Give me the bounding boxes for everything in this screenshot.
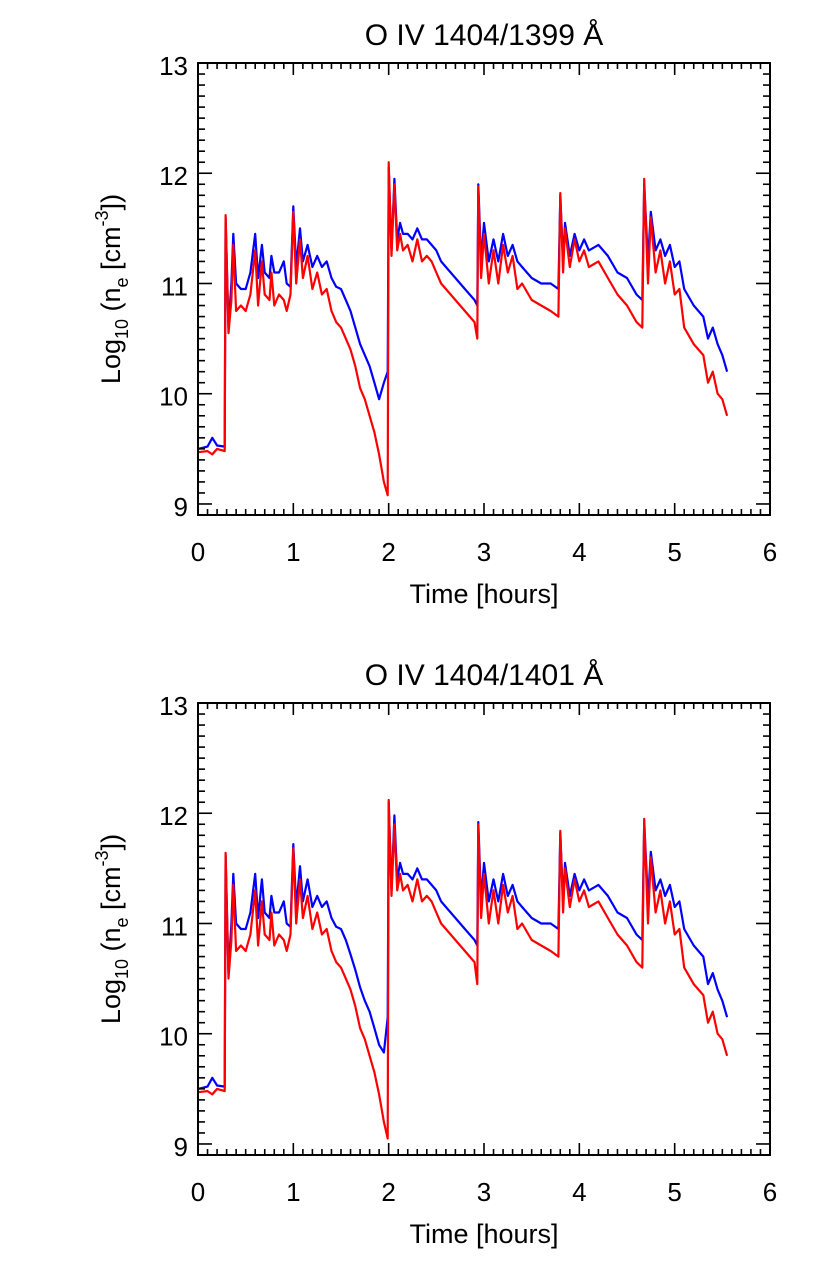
- chart-title: O IV 1404/1399 Å: [365, 19, 604, 52]
- x-tick-label: 4: [572, 1177, 586, 1207]
- series-line-red: [197, 161, 729, 497]
- x-tick-label: 2: [381, 1177, 395, 1207]
- x-tick-label: 5: [667, 1177, 681, 1207]
- y-tick-label: 12: [159, 801, 188, 831]
- y-axis-label: Log10 (ne [cm-3]): [92, 194, 132, 384]
- y-axis-label-base: Log: [96, 339, 126, 384]
- x-tick-label: 5: [667, 537, 681, 567]
- y-axis-label-mid2: [cm: [96, 866, 126, 917]
- y-tick-label: 10: [159, 382, 188, 412]
- y-axis-label-mid: (n: [96, 927, 126, 959]
- y-axis-label: Log10 (ne [cm-3]): [92, 834, 132, 1024]
- y-axis-label-base: Log: [96, 979, 126, 1024]
- x-tick-label: 0: [191, 1177, 205, 1207]
- chart-title: O IV 1404/1401 Å: [365, 659, 604, 692]
- y-axis-label-sub1: 10: [112, 319, 132, 339]
- series-line-blue: [197, 801, 729, 1090]
- y-tick-label: 9: [174, 1132, 188, 1162]
- y-tick-label: 10: [159, 1022, 188, 1052]
- x-tick-label: 6: [763, 1177, 777, 1207]
- x-tick-label: 4: [572, 537, 586, 567]
- y-tick-label: 11: [161, 911, 188, 941]
- x-tick-label: 1: [286, 537, 300, 567]
- x-tick-label: 3: [477, 537, 491, 567]
- x-tick-label: 2: [381, 537, 395, 567]
- y-axis-label-sub2: e: [112, 917, 132, 927]
- x-tick-label: 3: [477, 1177, 491, 1207]
- series-line-red: [197, 798, 729, 1140]
- y-axis-label-sub2: e: [112, 277, 132, 287]
- y-axis-label-mid: (n: [96, 287, 126, 319]
- y-axis-label-sup: -3: [92, 850, 112, 866]
- y-tick-label: 12: [159, 161, 188, 191]
- y-axis-label-mid2: [cm: [96, 226, 126, 277]
- y-tick-label: 13: [159, 691, 188, 721]
- y-tick-label: 11: [161, 271, 188, 301]
- y-axis-label-sup: -3: [92, 210, 112, 226]
- x-tick-label: 0: [191, 537, 205, 567]
- y-axis-label-end: ]): [96, 194, 126, 211]
- y-tick-label: 9: [174, 492, 188, 522]
- x-tick-label: 6: [763, 537, 777, 567]
- y-axis-label-sub1: 10: [112, 959, 132, 979]
- x-tick-label: 1: [286, 1177, 300, 1207]
- series-line-blue: [197, 166, 729, 450]
- x-axis-label: Time [hours]: [409, 1219, 558, 1249]
- y-axis-label-end: ]): [96, 834, 126, 851]
- x-axis-label: Time [hours]: [409, 579, 558, 609]
- y-tick-label: 13: [159, 51, 188, 81]
